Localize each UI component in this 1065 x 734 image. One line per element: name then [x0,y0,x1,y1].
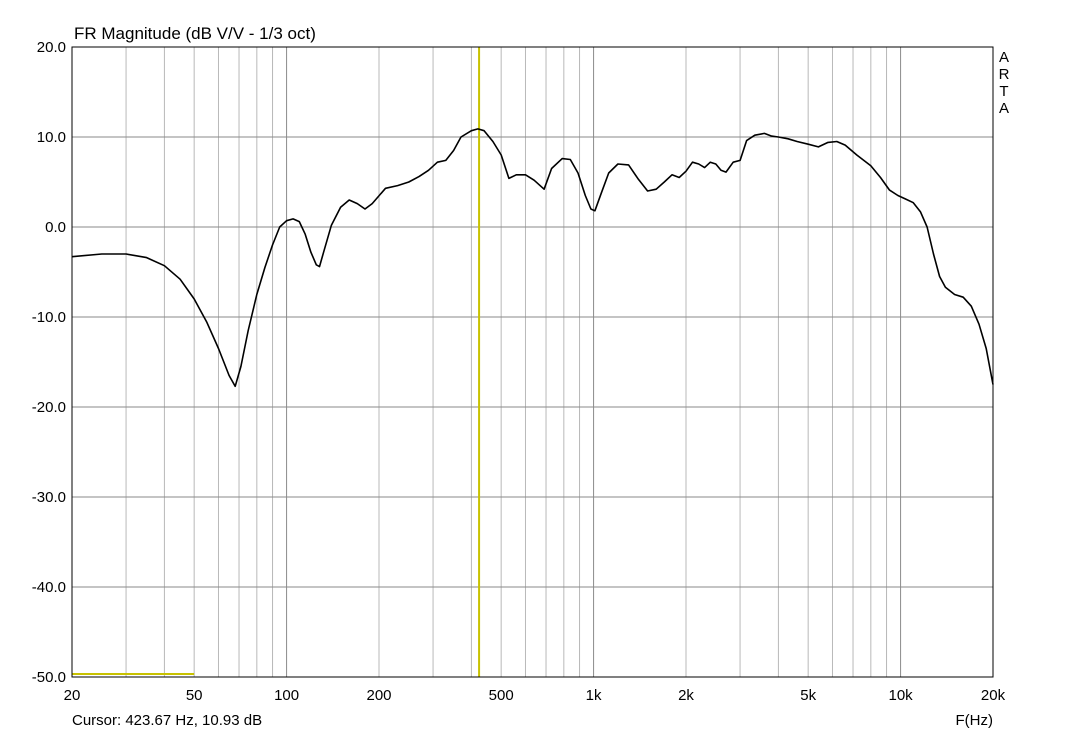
x-axis-label: F(Hz) [956,712,994,729]
x-tick-label: 20 [64,687,81,704]
cursor-layer [72,47,481,677]
x-tick-label: 10k [888,687,913,704]
y-tick-label: -50.0 [32,669,66,686]
response-curve [71,128,994,388]
watermark-letter: A [999,100,1009,117]
x-tick-label: 50 [186,687,203,704]
watermark-letter: A [999,49,1009,66]
y-tick-label: -10.0 [32,309,66,326]
y-tick-label: 20.0 [37,39,66,56]
curve-layer [71,128,994,388]
x-tick-label: 1k [586,687,602,704]
y-tick-label: -40.0 [32,579,66,596]
cursor-readout: Cursor: 423.67 Hz, 10.93 dB [72,712,262,729]
y-tick-labels: 20.0 10.0 0.0 -10.0 -20.0 -30.0 -40.0 -50.0 [32,39,66,686]
watermark-letter: R [999,66,1010,83]
y-tick-label: -20.0 [32,399,66,416]
x-tick-label: 20k [981,687,1006,704]
x-tick-labels: 20 50 100 200 500 1k 2k 5k 10k 20k [64,687,1006,704]
grid [72,47,993,677]
x-tick-label: 500 [489,687,514,704]
x-tick-label: 200 [366,687,391,704]
y-tick-label: -30.0 [32,489,66,506]
chart-title: FR Magnitude (dB V/V - 1/3 oct) [74,24,316,43]
watermark-letter: T [999,83,1008,100]
x-tick-label: 5k [800,687,816,704]
x-tick-label: 100 [274,687,299,704]
plot-frame [71,46,994,678]
x-tick-label: 2k [678,687,694,704]
y-tick-label: 10.0 [37,129,66,146]
y-tick-label: 0.0 [45,219,66,236]
